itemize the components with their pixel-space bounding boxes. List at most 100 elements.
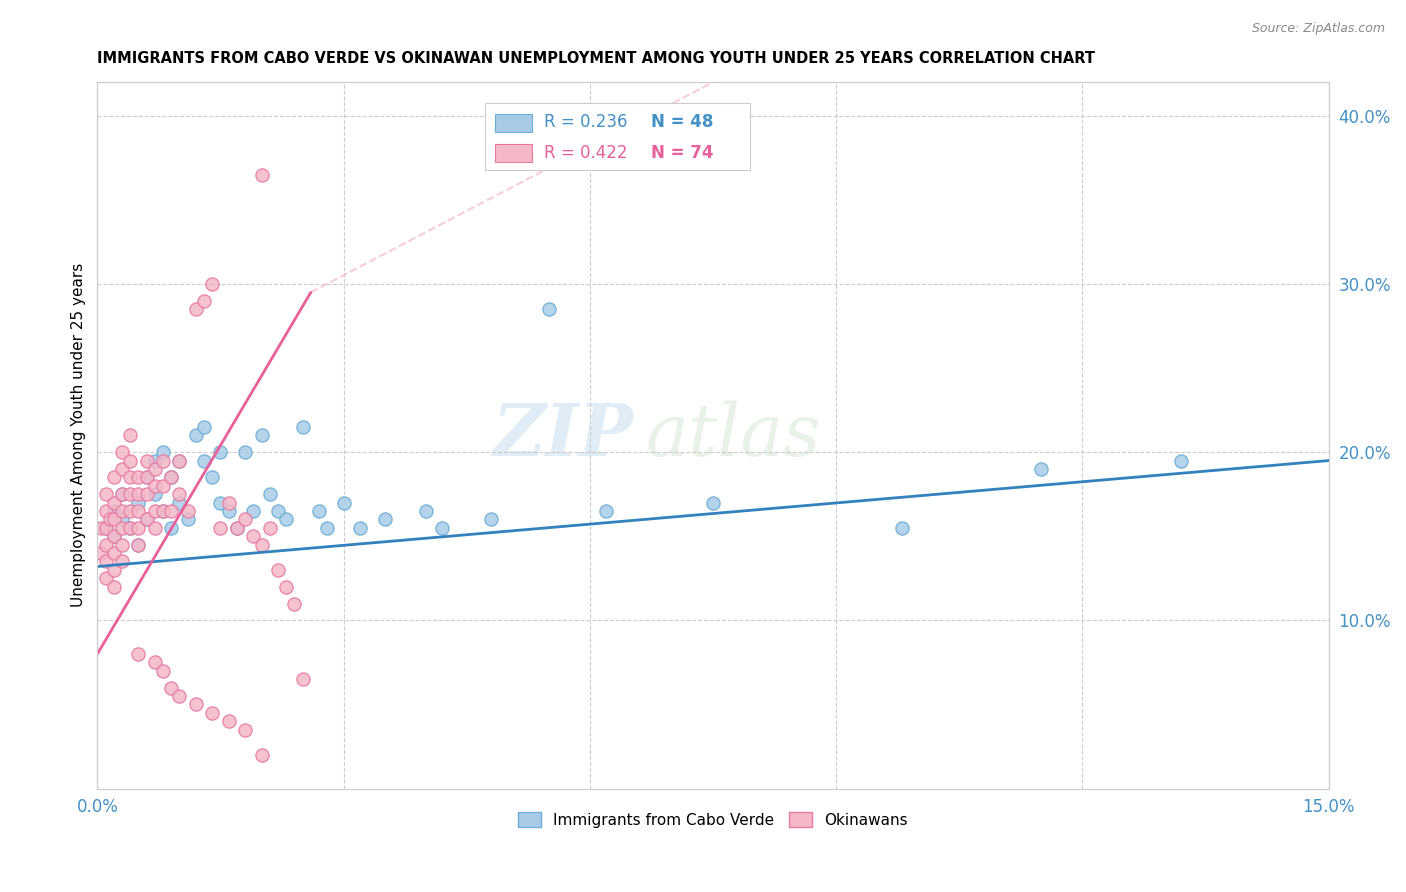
Point <box>120 521 142 535</box>
Point <box>135 512 157 526</box>
Point <box>143 521 166 535</box>
Point <box>103 504 125 518</box>
Point <box>143 504 166 518</box>
Point <box>276 580 298 594</box>
Legend: Immigrants from Cabo Verde, Okinawans: Immigrants from Cabo Verde, Okinawans <box>512 805 914 834</box>
Point <box>111 445 134 459</box>
Text: N = 74: N = 74 <box>651 144 714 161</box>
Point <box>103 529 125 543</box>
Point <box>135 470 157 484</box>
Point <box>218 504 240 518</box>
Text: atlas: atlas <box>645 400 821 471</box>
Text: R = 0.422: R = 0.422 <box>544 144 628 161</box>
Point <box>94 538 117 552</box>
Point <box>218 495 240 509</box>
Point <box>103 529 125 543</box>
Point <box>890 521 912 535</box>
Point <box>160 470 183 484</box>
Point <box>218 714 240 729</box>
Point <box>430 521 453 535</box>
Point <box>143 453 166 467</box>
FancyBboxPatch shape <box>495 145 531 162</box>
Point <box>111 487 134 501</box>
Point <box>94 521 117 535</box>
Point <box>193 453 215 467</box>
Point <box>233 723 256 737</box>
Point <box>250 168 273 182</box>
Point <box>94 554 117 568</box>
Point <box>276 512 298 526</box>
Point <box>201 277 224 291</box>
Point <box>209 495 232 509</box>
Point <box>103 580 125 594</box>
Point <box>176 504 198 518</box>
Point <box>250 747 273 762</box>
Point <box>184 428 207 442</box>
Point <box>135 470 157 484</box>
Point <box>90 546 112 560</box>
Point <box>1031 462 1053 476</box>
Point <box>111 521 134 535</box>
Point <box>160 470 183 484</box>
Point <box>537 302 560 317</box>
Point <box>233 445 256 459</box>
FancyBboxPatch shape <box>485 103 749 170</box>
Point <box>291 672 314 686</box>
Text: Source: ZipAtlas.com: Source: ZipAtlas.com <box>1251 22 1385 36</box>
Point <box>1170 453 1192 467</box>
Point <box>209 521 232 535</box>
Point <box>160 521 183 535</box>
Point <box>143 487 166 501</box>
Point <box>169 689 191 703</box>
Point <box>111 504 134 518</box>
Point <box>127 487 149 501</box>
Point <box>152 504 174 518</box>
Point <box>120 521 142 535</box>
Point <box>103 563 125 577</box>
Point <box>94 521 117 535</box>
Point <box>103 495 125 509</box>
Point <box>233 512 256 526</box>
Point <box>242 504 264 518</box>
Point <box>103 470 125 484</box>
Point <box>127 521 149 535</box>
Point <box>135 512 157 526</box>
Point <box>143 479 166 493</box>
Point <box>94 487 117 501</box>
Point <box>152 445 174 459</box>
Point <box>374 512 396 526</box>
Point <box>143 656 166 670</box>
Point <box>120 470 142 484</box>
Point <box>111 462 134 476</box>
Point <box>259 487 281 501</box>
Point <box>135 487 157 501</box>
Point <box>94 504 117 518</box>
Point <box>127 495 149 509</box>
Point <box>242 529 264 543</box>
Point <box>111 512 134 526</box>
Point <box>111 538 134 552</box>
Point <box>152 479 174 493</box>
Text: IMMIGRANTS FROM CABO VERDE VS OKINAWAN UNEMPLOYMENT AMONG YOUTH UNDER 25 YEARS C: IMMIGRANTS FROM CABO VERDE VS OKINAWAN U… <box>97 51 1095 66</box>
Point <box>160 681 183 695</box>
Point <box>169 495 191 509</box>
Point <box>152 664 174 678</box>
Y-axis label: Unemployment Among Youth under 25 years: Unemployment Among Youth under 25 years <box>72 263 86 607</box>
Point <box>201 470 224 484</box>
Point <box>193 293 215 308</box>
Point <box>120 453 142 467</box>
Point <box>120 487 142 501</box>
Point <box>152 504 174 518</box>
Point <box>111 487 134 501</box>
Point <box>193 420 215 434</box>
Point <box>120 504 142 518</box>
Point <box>169 453 191 467</box>
Point <box>283 597 305 611</box>
Point <box>103 512 125 526</box>
Point <box>176 512 198 526</box>
Point <box>349 521 371 535</box>
Point <box>250 428 273 442</box>
FancyBboxPatch shape <box>495 114 531 132</box>
Point <box>702 495 724 509</box>
Point <box>259 521 281 535</box>
